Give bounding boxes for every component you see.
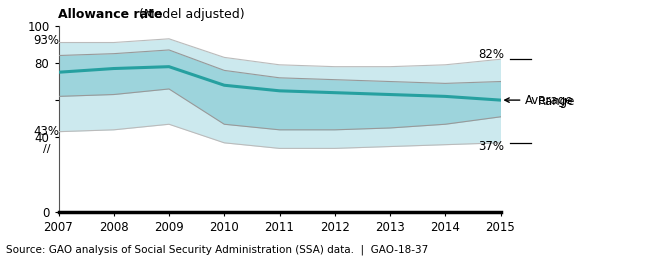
Text: Source: GAO analysis of Social Security Administration (SSA) data.  |  GAO-18-37: Source: GAO analysis of Social Security … [6,245,429,255]
Text: Average: Average [505,94,574,107]
Text: Allowance rate: Allowance rate [58,8,163,21]
Text: 82%: 82% [478,48,504,61]
Text: (Model adjusted): (Model adjusted) [135,8,245,21]
Text: 37%: 37% [478,140,504,153]
Text: Range: Range [538,94,575,108]
Text: //: // [43,144,50,154]
Text: 43%: 43% [33,125,59,138]
Text: 93%: 93% [33,34,59,47]
